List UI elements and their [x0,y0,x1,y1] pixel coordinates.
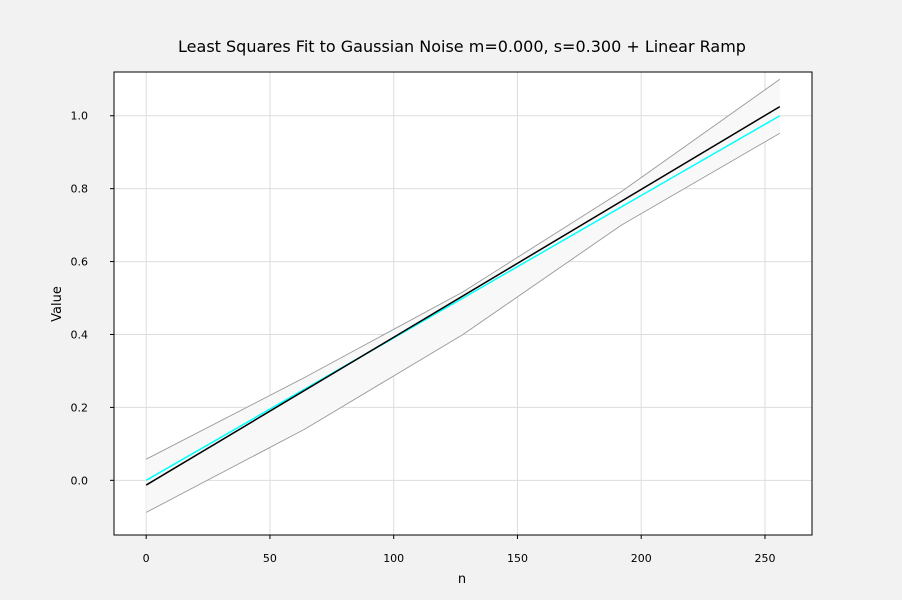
x-tick-label: 0 [143,552,150,565]
x-tick-label: 150 [507,552,528,565]
series-line-confidence-upper [145,78,781,460]
y-tick-label: 0.6 [71,256,89,269]
series-line-least-squares-fit [145,105,781,486]
x-axis-label: n [458,572,466,587]
y-tick-label: 0.8 [71,183,89,196]
plot-frame [113,71,813,536]
series-line-true-ramp [145,115,781,481]
x-tick-label: 100 [383,552,404,565]
series-lines [145,78,781,513]
x-tick-label: 250 [754,552,775,565]
y-tick-label: 1.0 [71,110,89,123]
series-line-confidence-lower [145,132,781,513]
x-tick-label: 50 [263,552,277,565]
y-tick-label: 0.2 [71,401,89,414]
grid [114,72,812,535]
chart-title: Least Squares Fit to Gaussian Noise m=0.… [178,37,746,56]
y-tick-label: 0.0 [71,474,89,487]
ticks: 0 50 100 150 200 250 0.0 0.2 0.4 0.6 0.8 1.0 [71,110,776,565]
x-tick-label: 200 [631,552,652,565]
y-axis-label: Value [50,286,65,322]
y-tick-label: 0.4 [71,328,89,341]
